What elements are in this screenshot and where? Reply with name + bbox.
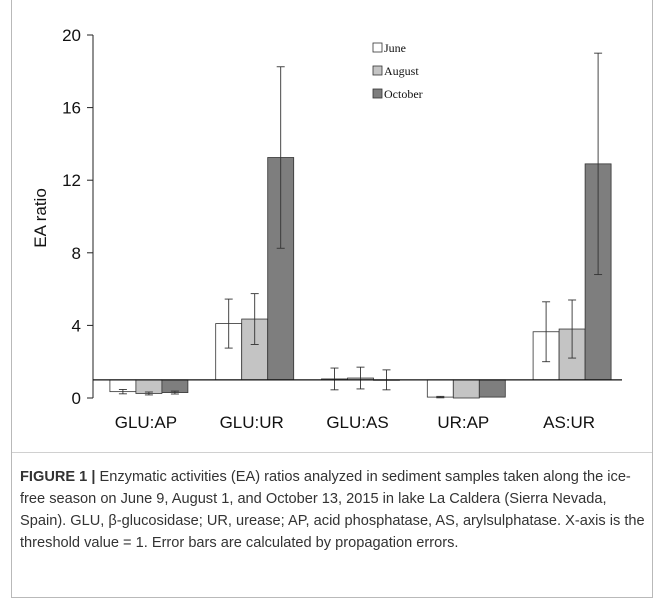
legend-swatch [372, 42, 383, 53]
legend-swatch [372, 88, 383, 99]
y-tick-label: 0 [72, 389, 81, 408]
caption-text: Enzymatic activities (EA) ratios analyze… [20, 469, 645, 551]
y-axis-title: EA ratio [31, 188, 50, 248]
legend-label: August [384, 64, 419, 78]
figure-caption: FIGURE 1 | Enzymatic activities (EA) rat… [20, 466, 645, 554]
caption-label: FIGURE 1 | [20, 469, 96, 485]
bar [135, 379, 163, 394]
bar [426, 379, 454, 398]
y-tick-label: 8 [72, 244, 81, 263]
x-category-label: UR:AP [437, 413, 489, 432]
y-tick-label: 4 [72, 316, 81, 335]
x-category-label: GLU:AS [326, 413, 388, 432]
y-tick-label: 20 [62, 26, 81, 45]
x-category-label: GLU:UR [220, 413, 284, 432]
x-category-label: GLU:AP [115, 413, 177, 432]
bar [478, 379, 506, 398]
legend-label: October [384, 87, 423, 101]
legend-swatch [372, 65, 383, 76]
legend-label: June [384, 41, 406, 55]
x-category-label: AS:UR [543, 413, 595, 432]
y-tick-label: 12 [62, 171, 81, 190]
y-tick-label: 16 [62, 99, 81, 118]
bar [161, 379, 189, 393]
x-categories-group: GLU:AP GLU:UR GLU:AS UR:AP AS:UR [115, 413, 595, 432]
caption-divider [12, 452, 652, 453]
y-ticks-group: 0 4 8 12 16 20 [62, 26, 93, 408]
error-bars-group [118, 52, 603, 399]
bar [452, 379, 480, 399]
figure-frame [11, 0, 653, 598]
bar-chart: 0 4 8 12 16 20 GLU:AP GLU:UR GLU:AS UR:AP AS:UR E… [31, 26, 622, 432]
legend: June August October [372, 41, 423, 101]
bars-group [109, 157, 612, 399]
